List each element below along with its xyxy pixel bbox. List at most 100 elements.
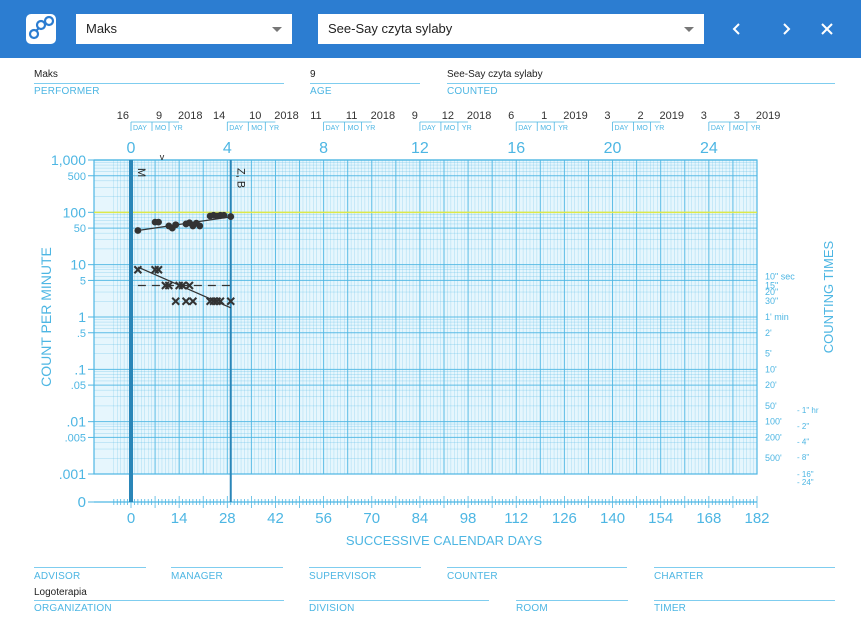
error-point [188, 297, 198, 306]
counted-select-value: See-Say czyta sylaby [328, 21, 453, 36]
charter-underline [654, 567, 835, 568]
correct-point [172, 221, 180, 229]
app-logo-icon[interactable] [26, 14, 56, 44]
y-tick-label: 50 [74, 223, 86, 235]
counting-hour-label: - 16" [797, 470, 814, 479]
error-point [178, 281, 187, 290]
error-point [171, 297, 180, 306]
y-tick-label: .05 [71, 380, 86, 392]
phase-label: M [135, 168, 147, 177]
age-label: AGE [310, 86, 332, 97]
x-tick-label: 0 [127, 510, 135, 527]
counting-time-label: 10" sec [765, 271, 795, 281]
date-sublabel: YR [751, 125, 761, 132]
counting-time-label: 15" [765, 280, 778, 290]
supervisor-underline [309, 567, 421, 568]
previous-button[interactable] [724, 16, 750, 42]
x-tick-label: 28 [219, 510, 236, 527]
x-tick-label: 154 [648, 510, 673, 527]
week-tick-label: 12 [411, 140, 429, 157]
counting-hour-label: - 1" hr [797, 406, 819, 415]
counting-time-label: 5' [765, 349, 772, 359]
counter-underline [447, 567, 627, 568]
manager-underline [171, 567, 283, 568]
date-sublabel: DAY [615, 125, 629, 132]
date-sublabel: YR [269, 125, 279, 132]
date-month: 12 [442, 110, 454, 122]
performer-label: PERFORMER [34, 86, 100, 97]
date-sublabel: DAY [518, 125, 532, 132]
counting-time-label: 100' [765, 417, 782, 427]
counted-underline [447, 83, 835, 84]
counting-hour-label: - 24" [797, 478, 814, 487]
counting-hour-label: - 8" [797, 453, 809, 462]
date-sublabel: YR [462, 125, 472, 132]
date-day: 3 [701, 110, 707, 122]
performer-value: Maks [34, 69, 58, 80]
counting-hour-label: - 2" [797, 422, 809, 431]
y-tick-label: .1 [74, 361, 86, 377]
close-icon [821, 23, 833, 35]
organization-value: Logoterapia [34, 587, 87, 598]
date-day: 9 [412, 110, 418, 122]
date-month: 10 [249, 110, 261, 122]
week-marker: v [160, 152, 165, 162]
date-sublabel: MO [540, 125, 552, 132]
date-sublabel: DAY [133, 125, 147, 132]
date-day: 6 [508, 110, 514, 122]
celeration-chart: 1,000 500 100 50 10 5 1.5.1.05.01.005.001 0 COUN… [0, 58, 861, 634]
age-value: 9 [310, 69, 316, 80]
x-tick-label: 98 [460, 510, 477, 527]
chevron-left-icon [732, 23, 740, 35]
room-label: ROOM [516, 603, 548, 614]
x-tick-label: 182 [744, 510, 769, 527]
x-tick-label: 42 [267, 510, 284, 527]
next-button[interactable] [773, 16, 799, 42]
date-sublabel: DAY [711, 125, 725, 132]
week-tick-label: 16 [507, 140, 525, 157]
chevron-right-icon [783, 23, 791, 35]
x-tick-label: 126 [552, 510, 577, 527]
x-tick-label: 56 [315, 510, 332, 527]
counting-time-label: 2' [765, 328, 772, 338]
counting-time-label: 20" [765, 287, 778, 297]
division-underline [309, 600, 489, 601]
y-axis-label: COUNT PER MINUTE [38, 247, 54, 387]
close-button[interactable] [814, 16, 840, 42]
correct-point [134, 227, 142, 234]
counted-select[interactable]: See-Say czyta sylaby [318, 14, 704, 44]
counting-time-label: 10' [765, 364, 777, 374]
right-axis-label: COUNTING TIMES [821, 240, 836, 353]
y-tick-label: 500 [68, 171, 86, 183]
date-sublabel: YR [366, 125, 376, 132]
counting-time-label: 1' min [765, 312, 789, 322]
performer-select[interactable]: Maks [76, 14, 292, 44]
date-day: 14 [213, 110, 225, 122]
date-year: 2018 [274, 110, 298, 122]
organization-label: ORGANIZATION [34, 603, 112, 614]
error-point [216, 297, 225, 306]
date-year: 2018 [178, 110, 202, 122]
counting-time-label: 50' [765, 401, 777, 411]
counted-value: See-Say czyta sylaby [447, 69, 543, 80]
date-month: 2 [637, 110, 643, 122]
date-month: 9 [156, 110, 162, 122]
x-tick-label: 84 [412, 510, 429, 527]
x-tick-label: 168 [696, 510, 721, 527]
timer-label: TIMER [654, 603, 687, 614]
y-tick-label: .005 [65, 432, 86, 444]
counter-label: COUNTER [447, 571, 498, 582]
date-sublabel: MO [444, 125, 456, 132]
performer-select-value: Maks [86, 21, 118, 36]
x-tick-label: 140 [600, 510, 625, 527]
supervisor-label: SUPERVISOR [309, 571, 377, 582]
x-axis-label: SUCCESSIVE CALENDAR DAYS [346, 533, 543, 548]
date-sublabel: MO [637, 125, 649, 132]
y-zero-label: 0 [78, 494, 86, 511]
chart-svg: 1,000500100501051.5.1.05.01.005.0010COUN… [38, 110, 836, 548]
counting-time-label: 200' [765, 432, 782, 442]
correct-point [196, 222, 204, 230]
error-point [185, 281, 194, 290]
error-point [164, 281, 174, 290]
counting-time-label: 500' [765, 453, 782, 463]
